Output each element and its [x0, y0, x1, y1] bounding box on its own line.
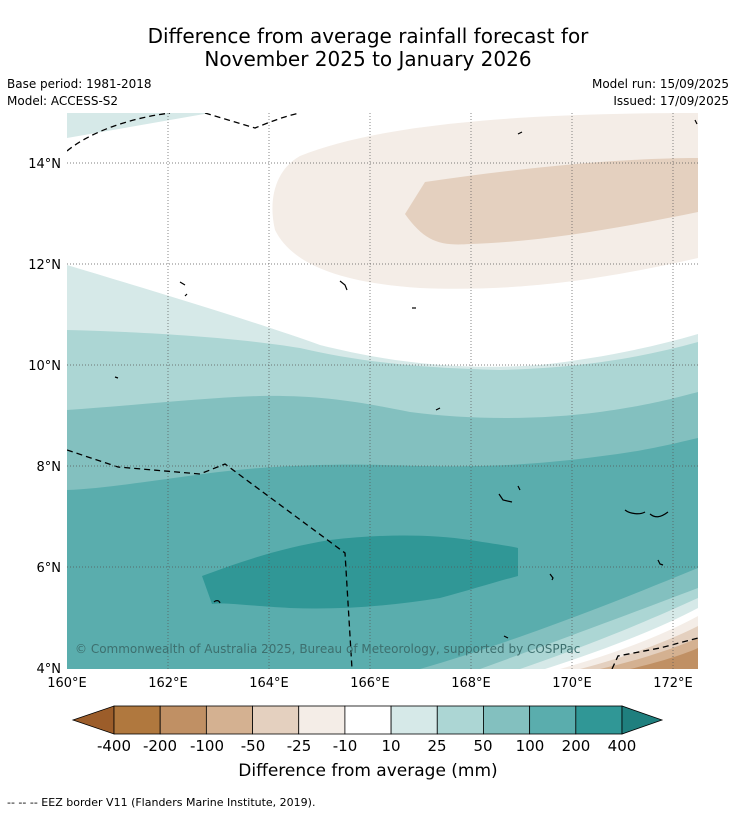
cb-tick: 25: [427, 737, 446, 755]
colorbar-box-m50_m25: [252, 705, 300, 735]
eez-border-north: [67, 113, 301, 152]
issued-label: Issued: 17/09/2025: [613, 94, 729, 108]
lon-label-160e: 160°E: [47, 676, 87, 691]
cb-tick: -25: [287, 737, 312, 755]
lat-label-10n: 10°N: [28, 359, 61, 374]
eez-border-central: [67, 449, 353, 669]
model-label: Model: ACCESS-S2: [7, 94, 119, 108]
colorbar-boxes: [113, 705, 623, 735]
lat-label-4n: 4°N: [37, 662, 62, 677]
contour-m50-m25: [405, 158, 698, 245]
lat-label-8n: 8°N: [37, 460, 62, 475]
lat-label-14n: 14°N: [28, 157, 61, 172]
lat-label-12n: 12°N: [28, 258, 61, 273]
lat-label-6n: 6°N: [37, 561, 62, 576]
lon-label-168e: 168°E: [451, 676, 491, 691]
contour-m200-m100-se: [630, 648, 698, 669]
lon-label-172e: 172°E: [653, 676, 693, 691]
cb-tick: 400: [608, 737, 637, 755]
rainfall-contours: [67, 113, 698, 669]
colorbar-box-b50_100: [483, 705, 531, 735]
colorbar: -400 -200 -100 -50 -25 -10 10 25 50 100 …: [71, 705, 664, 755]
lon-label-170e: 170°E: [552, 676, 592, 691]
map-title-line1: Difference from average rainfall forecas…: [147, 24, 589, 48]
colorbar-tick-labels: -400 -200 -100 -50 -25 -10 10 25 50 100 …: [97, 737, 636, 755]
colorbar-box-m25_m10: [298, 705, 346, 735]
model-run-label: Model run: 15/09/2025: [591, 77, 729, 91]
lon-label-164e: 164°E: [249, 676, 289, 691]
contour-10-25-topleft: [67, 113, 210, 138]
colorbar-box-b10_25: [390, 705, 438, 735]
map-title-line2: November 2025 to January 2026: [204, 47, 532, 71]
contour-200-400: [202, 535, 518, 609]
colorbar-box-b100_200: [529, 705, 577, 735]
latitude-labels: 14°N 12°N 10°N 8°N 6°N 4°N: [28, 157, 61, 677]
eez-legend-footer: -- -- -- EEZ border V11 (Flanders Marine…: [7, 796, 316, 809]
colorbar-title: Difference from average (mm): [238, 761, 498, 781]
cb-tick: -400: [97, 737, 131, 755]
cb-tick: -100: [190, 737, 224, 755]
colorbar-box-m200_m100: [159, 705, 207, 735]
longitude-labels: 160°E 162°E 164°E 166°E 168°E 170°E 172°…: [47, 676, 693, 691]
cb-tick: 50: [473, 737, 492, 755]
island-outlines: [114, 119, 698, 639]
cb-tick: 10: [381, 737, 400, 755]
lon-label-162e: 162°E: [148, 676, 188, 691]
colorbar-box-b200_400: [575, 705, 623, 735]
colorbar-left-arrow: [71, 705, 115, 735]
base-period-label: Base period: 1981-2018: [7, 77, 152, 91]
colorbar-box-m400_m200: [113, 705, 161, 735]
cb-tick: 200: [562, 737, 591, 755]
eez-border-southeast: [611, 637, 698, 669]
cb-tick: 100: [516, 737, 545, 755]
lon-label-166e: 166°E: [350, 676, 390, 691]
cb-tick: -10: [333, 737, 358, 755]
copyright-notice: © Commonwealth of Australia 2025, Bureau…: [75, 642, 580, 656]
cb-tick: -50: [241, 737, 266, 755]
colorbar-right-arrow: [621, 705, 664, 735]
cb-tick: -200: [143, 737, 177, 755]
colorbar-box-b25_50: [436, 705, 484, 735]
map-gridlines: [67, 113, 698, 669]
colorbar-box-m10_10: [344, 705, 392, 735]
colorbar-box-m100_m50: [205, 705, 253, 735]
